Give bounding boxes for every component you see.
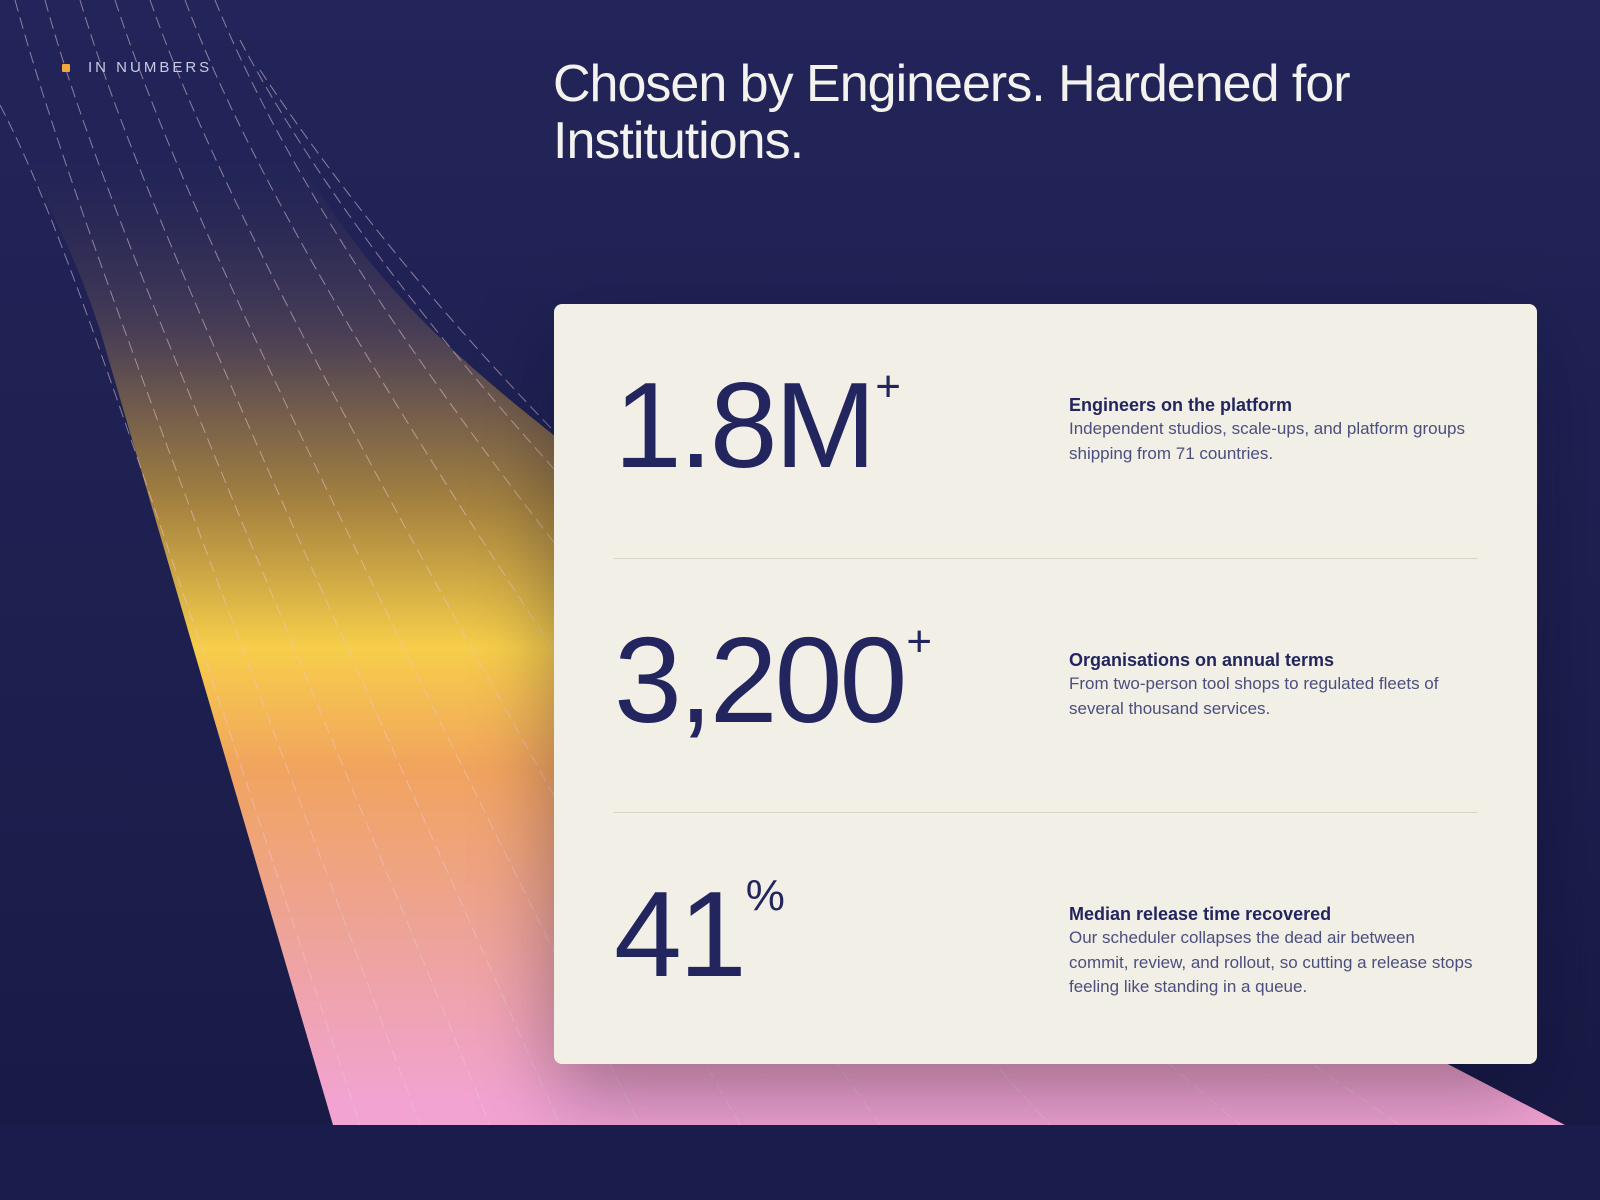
stat-value: 3,200+ <box>614 619 932 741</box>
stat-label: Organisations on annual terms <box>1069 650 1335 670</box>
stat-value: 41% <box>614 873 785 995</box>
stat-description: Independent studios, scale-ups, and plat… <box>1069 419 1465 463</box>
stat-value: 1.8M+ <box>614 364 901 486</box>
stat-number: 3,200 <box>614 612 907 748</box>
stat-suffix: % <box>745 871 785 920</box>
stat-description: From two-person tool shops to regulated … <box>1069 674 1439 718</box>
stat-label: Engineers on the platform <box>1069 395 1293 415</box>
stat-suffix: + <box>906 617 933 666</box>
stat-row: 1.8M+ Engineers on the platform Independen… <box>614 304 1478 557</box>
footer-band <box>0 1125 1600 1200</box>
stat-text: Organisations on annual terms From two-pe… <box>1069 649 1479 721</box>
stat-text: Median release time recovered Our schedul… <box>1069 903 1479 1000</box>
stat-description: Our scheduler collapses the dead air bet… <box>1069 928 1473 996</box>
eyebrow-marker <box>62 63 70 72</box>
eyebrow: IN NUMBERS <box>62 59 212 76</box>
stats-card: 1.8M+ Engineers on the platform Independen… <box>554 304 1537 1064</box>
stat-label: Median release time recovered <box>1069 904 1332 924</box>
stat-number: 1.8M <box>614 357 876 493</box>
stat-number: 41 <box>614 866 747 1002</box>
stat-text: Engineers on the platform Independent stu… <box>1069 394 1479 466</box>
section-title: Chosen by Engineers. Hardened for Instit… <box>553 55 1351 170</box>
stat-suffix: + <box>875 362 901 411</box>
eyebrow-text: IN NUMBERS <box>88 59 213 76</box>
stat-row: 41% Median release time recovered Our sche… <box>614 812 1478 1066</box>
stat-row: 3,200+ Organisations on annual terms From … <box>614 558 1478 812</box>
